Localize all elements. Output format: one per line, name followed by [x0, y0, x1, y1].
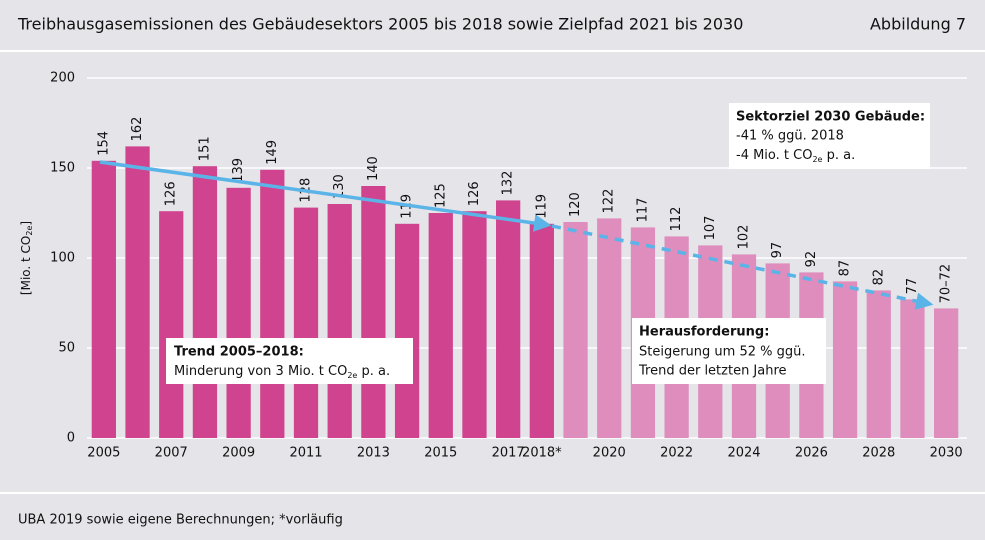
- x-tick-label: 2009: [222, 446, 255, 461]
- value-label: 125: [433, 183, 448, 208]
- value-label: 139: [231, 158, 246, 183]
- source: UBA 2019 sowie eigene Berechnungen; *vor…: [18, 513, 343, 528]
- value-label: 70–72: [939, 264, 954, 304]
- value-label: 119: [534, 194, 549, 219]
- value-label: 87: [838, 260, 853, 277]
- y-tick-label: 200: [50, 71, 75, 86]
- x-tick-label: 2015: [424, 446, 457, 461]
- value-label: 154: [96, 131, 111, 156]
- bar: [496, 200, 521, 438]
- x-tick-label: 2018*: [522, 446, 562, 461]
- value-label: 162: [130, 117, 145, 142]
- x-tick-label: 2022: [660, 446, 693, 461]
- annotation-text: -4 Mio. t CO2e p. a.: [736, 148, 855, 164]
- bar: [394, 223, 420, 438]
- y-axis-label: [Mio. t CO2e]: [19, 221, 34, 295]
- y-tick-label: 50: [58, 341, 75, 356]
- bar: [529, 223, 554, 438]
- annotation-text: Herausforderung:: [639, 325, 769, 340]
- value-label: 82: [871, 269, 886, 286]
- bar: [293, 207, 319, 438]
- bar: [159, 211, 184, 438]
- bar: [361, 186, 386, 438]
- value-label: 122: [602, 189, 617, 214]
- y-tick-label: 150: [50, 161, 75, 176]
- x-tick-label: 2013: [357, 446, 390, 461]
- value-label: 140: [366, 156, 381, 181]
- bar: [900, 299, 925, 438]
- value-label: 126: [164, 181, 179, 206]
- target-arrow: [551, 224, 934, 310]
- trend-arrow: [99, 160, 552, 232]
- bar: [597, 218, 622, 438]
- annotation-text: Minderung von 3 Mio. t CO2e p. a.: [174, 364, 390, 380]
- x-tick-label: 2011: [289, 446, 322, 461]
- bar: [866, 290, 891, 438]
- value-label: 102: [737, 225, 752, 250]
- annotation-text: Sektorziel 2030 Gebäude:: [736, 110, 925, 125]
- bar: [563, 222, 588, 438]
- bar: [226, 187, 251, 438]
- bar: [260, 169, 285, 439]
- annotation-text: -41 % ggü. 2018: [736, 129, 844, 144]
- annotation: Sektorziel 2030 Gebäude: -41 % ggü. 2018…: [729, 103, 930, 169]
- bar: [934, 308, 959, 438]
- value-label: 112: [669, 207, 684, 232]
- x-tick-label: 2028: [862, 446, 895, 461]
- annotation-box: [729, 103, 930, 169]
- x-tick-label: 2020: [593, 446, 626, 461]
- x-tick-label: 2024: [727, 446, 760, 461]
- y-tick-label: 0: [67, 431, 75, 446]
- value-label: 151: [197, 136, 212, 161]
- value-label: 130: [332, 174, 347, 199]
- annotation-text: Steigerung um 52 % ggü.: [639, 345, 806, 360]
- value-label: 132: [501, 171, 516, 196]
- value-label: 107: [703, 216, 718, 241]
- value-label: 120: [568, 192, 583, 217]
- annotation-box: [632, 318, 826, 384]
- y-tick-label: 100: [50, 251, 75, 266]
- x-tick-label: 2005: [87, 446, 120, 461]
- chart-title: Treibhausgasemissionen des Gebäudesektor…: [17, 15, 743, 34]
- figure-label: Abbildung 7: [870, 15, 966, 34]
- annotation-text: Trend 2005–2018:: [174, 345, 304, 360]
- bar: [91, 160, 116, 439]
- bar: [832, 281, 858, 438]
- value-label: 92: [804, 251, 819, 268]
- bar: [462, 211, 487, 438]
- bar: [327, 204, 352, 438]
- x-tick-label: 2026: [795, 446, 828, 461]
- value-label: 77: [905, 278, 920, 295]
- bar: [192, 166, 218, 438]
- x-tick-label: 2007: [155, 446, 188, 461]
- bar: [125, 146, 150, 438]
- value-label: 97: [770, 242, 785, 259]
- annotation-text: Trend der letzten Jahre: [638, 364, 787, 379]
- annotation-box: [166, 338, 413, 384]
- value-label: 149: [265, 140, 280, 165]
- value-label: 126: [467, 181, 482, 206]
- annotation: Herausforderung: Steigerung um 52 % ggü.…: [632, 318, 826, 384]
- annotation: Trend 2005–2018: Minderung von 3 Mio. t …: [166, 338, 413, 384]
- x-tick-label: 2030: [930, 446, 963, 461]
- x-tick-label: 2017: [492, 446, 525, 461]
- value-label: 117: [635, 198, 650, 223]
- bar: [428, 213, 453, 438]
- trend-arrows: [99, 160, 934, 310]
